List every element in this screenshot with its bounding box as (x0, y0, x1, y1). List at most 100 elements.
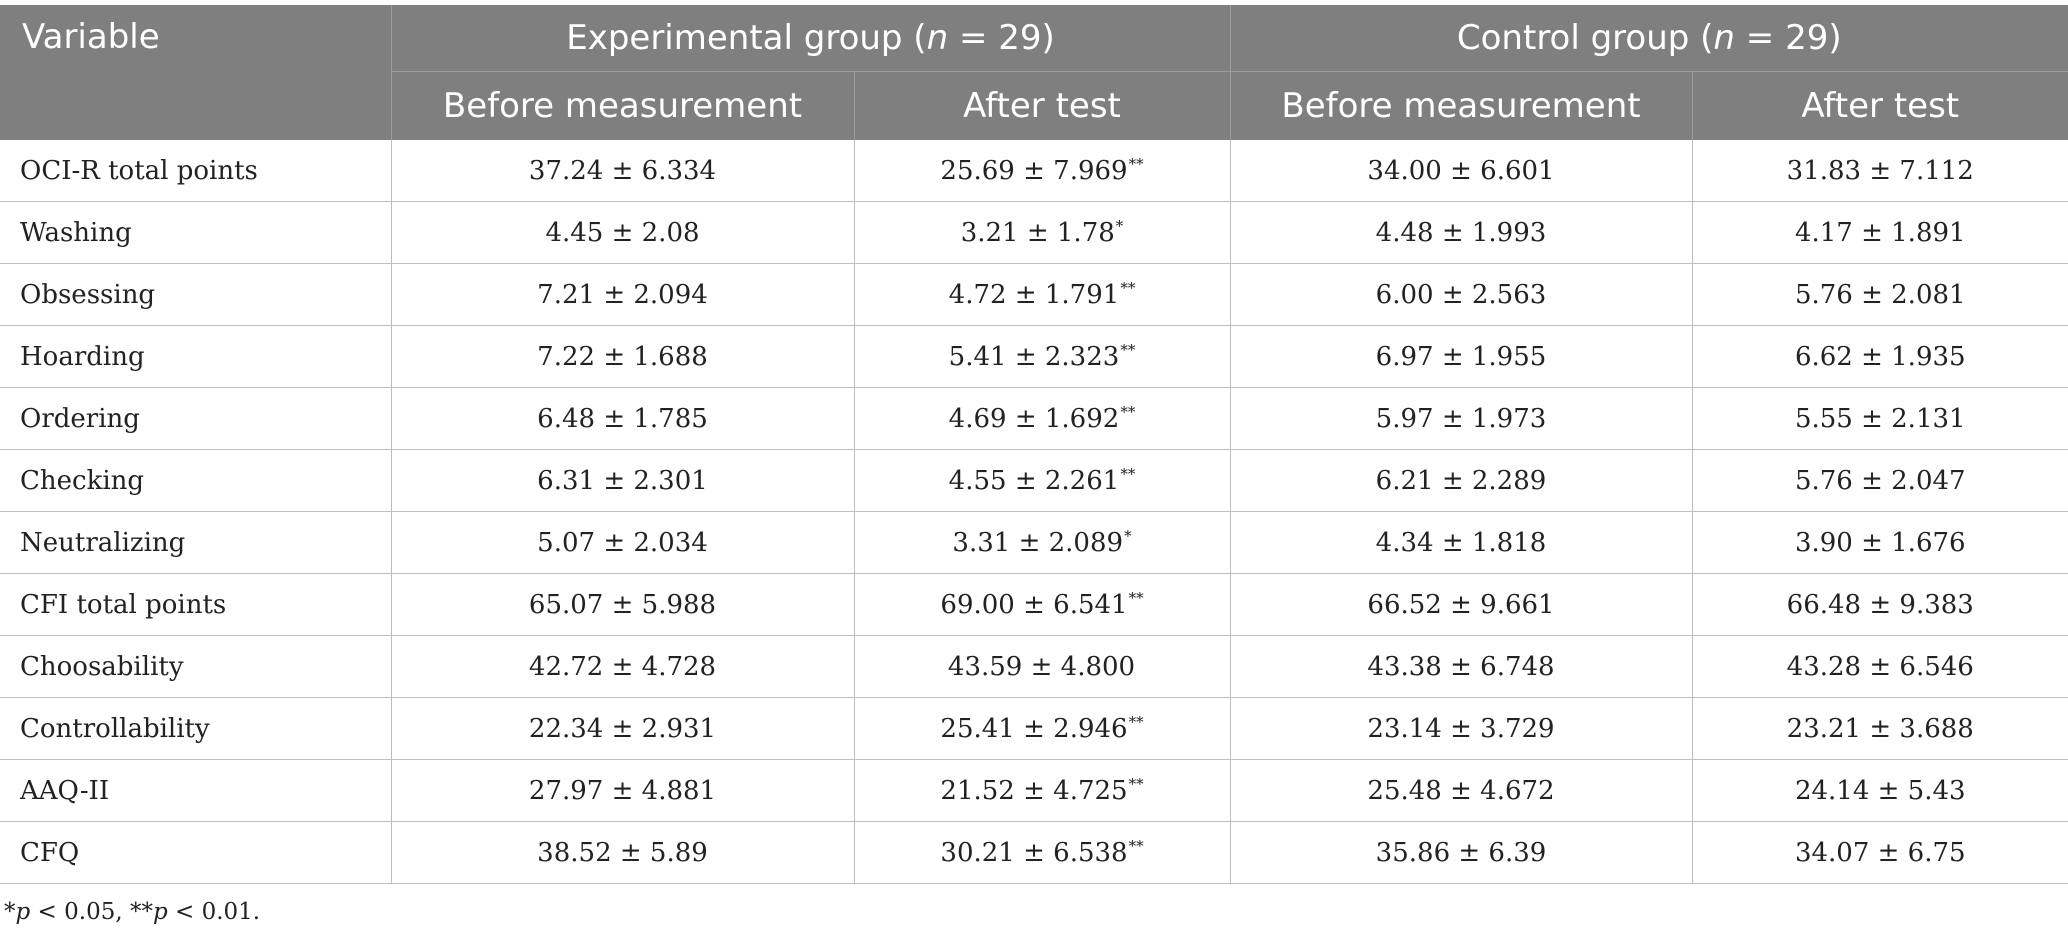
ctrl-after-cell: 4.17 ± 1.891 (1692, 201, 2068, 264)
ctrl-after-cell: 34.07 ± 6.75 (1692, 821, 2068, 884)
variable-cell: Checking (0, 449, 392, 512)
exp-after-value: 30.21 ± 6.538 (940, 837, 1128, 868)
table-row: Choosability 42.72 ± 4.728 43.59 ± 4.800 43… (0, 635, 2068, 698)
exp-before-cell: 7.21 ± 2.094 (391, 263, 855, 326)
ctrl-after-cell: 43.28 ± 6.546 (1692, 635, 2068, 698)
variable-cell: Neutralizing (0, 511, 392, 574)
experimental-group-header: Experimental group (n = 29) (391, 5, 1231, 72)
ctrl-before-cell: 6.00 ± 2.563 (1230, 263, 1693, 326)
exp-after-cell: 4.72 ± 1.791** (854, 263, 1231, 326)
exp-after-cell: 3.31 ± 2.089* (854, 511, 1231, 574)
exp-after-value: 25.41 ± 2.946 (940, 713, 1128, 744)
ctrl-before-cell: 6.97 ± 1.955 (1230, 325, 1693, 388)
ctrl-before-cell: 35.86 ± 6.39 (1230, 821, 1693, 884)
exp-before-cell: 6.48 ± 1.785 (391, 387, 855, 450)
exp-before-cell: 42.72 ± 4.728 (391, 635, 855, 698)
ctrl-after-cell: 3.90 ± 1.676 (1692, 511, 2068, 574)
variable-cell: Ordering (0, 387, 392, 450)
exp-after-value: 43.59 ± 4.800 (947, 651, 1136, 682)
variable-cell: CFQ (0, 821, 392, 884)
variable-cell: Washing (0, 201, 392, 264)
footnote-p1: p (15, 899, 31, 925)
exp-before-cell: 5.07 ± 2.034 (391, 511, 855, 574)
control-header-n: n (1713, 18, 1735, 58)
exp-before-cell: 38.52 ± 5.89 (391, 821, 855, 884)
exp-after-value: 25.69 ± 7.969 (940, 155, 1128, 186)
variable-cell: Hoarding (0, 325, 392, 388)
footnote-text2: < 0.01. (167, 899, 261, 925)
variable-cell: Controllability (0, 697, 392, 760)
ctrl-before-header: Before measurement (1230, 71, 1693, 140)
variable-cell: CFI total points (0, 573, 392, 636)
exp-after-cell: 43.59 ± 4.800 (854, 635, 1231, 698)
significance-marker: ** (1120, 340, 1136, 359)
exp-after-cell: 25.69 ± 7.969** (854, 140, 1231, 202)
ctrl-after-cell: 23.21 ± 3.688 (1692, 697, 2068, 760)
exp-after-value: 4.72 ± 1.791 (948, 279, 1120, 310)
exp-after-value: 4.69 ± 1.692 (948, 403, 1120, 434)
exp-after-cell: 69.00 ± 6.541** (854, 573, 1231, 636)
exp-after-cell: 30.21 ± 6.538** (854, 821, 1231, 884)
table-row: AAQ-II 27.97 ± 4.881 21.52 ± 4.725** 25.48 … (0, 759, 2068, 822)
exp-before-cell: 37.24 ± 6.334 (391, 140, 855, 202)
ctrl-after-cell: 31.83 ± 7.112 (1692, 140, 2068, 202)
ctrl-before-cell: 6.21 ± 2.289 (1230, 449, 1693, 512)
table-row: Washing 4.45 ± 2.08 3.21 ± 1.78* 4.48 ± 1.9… (0, 201, 2068, 264)
significance-footnote: *p < 0.05, **p < 0.01. (4, 899, 260, 925)
table-row: Controllability 22.34 ± 2.931 25.41 ± 2.94… (0, 697, 2068, 760)
table-row: Obsessing 7.21 ± 2.094 4.72 ± 1.791** 6.00 … (0, 263, 2068, 326)
ctrl-before-cell: 5.97 ± 1.973 (1230, 387, 1693, 450)
results-table-container: Variable Experimental group (n = 29) Con… (0, 5, 2068, 884)
significance-marker: ** (1128, 712, 1144, 731)
ctrl-after-cell: 6.62 ± 1.935 (1692, 325, 2068, 388)
control-group-header: Control group (n = 29) (1230, 5, 2068, 72)
header-row-subcolumns: Before measurement After test Before mea… (0, 71, 2068, 140)
exp-before-cell: 65.07 ± 5.988 (391, 573, 855, 636)
control-header-suffix: = 29) (1734, 18, 1842, 58)
significance-marker: ** (1120, 402, 1136, 421)
table-row: CFI total points 65.07 ± 5.988 69.00 ± 6.5… (0, 573, 2068, 636)
exp-after-value: 5.41 ± 2.323 (948, 341, 1120, 372)
ctrl-after-header: After test (1692, 71, 2068, 140)
exp-before-cell: 7.22 ± 1.688 (391, 325, 855, 388)
ctrl-after-cell: 5.55 ± 2.131 (1692, 387, 2068, 450)
exp-before-header: Before measurement (391, 71, 855, 140)
table-row: Neutralizing 5.07 ± 2.034 3.31 ± 2.089* 4.3… (0, 511, 2068, 574)
exp-after-cell: 4.69 ± 1.692** (854, 387, 1231, 450)
variable-cell: AAQ-II (0, 759, 392, 822)
ctrl-after-cell: 5.76 ± 2.081 (1692, 263, 2068, 326)
exp-before-cell: 22.34 ± 2.931 (391, 697, 855, 760)
ctrl-before-cell: 23.14 ± 3.729 (1230, 697, 1693, 760)
ctrl-before-cell: 4.48 ± 1.993 (1230, 201, 1693, 264)
table-header: Variable Experimental group (n = 29) Con… (0, 5, 2068, 140)
ctrl-after-cell: 5.76 ± 2.047 (1692, 449, 2068, 512)
exp-after-value: 21.52 ± 4.725 (940, 775, 1128, 806)
ctrl-before-cell: 43.38 ± 6.748 (1230, 635, 1693, 698)
exp-before-cell: 27.97 ± 4.881 (391, 759, 855, 822)
exp-after-value: 69.00 ± 6.541 (940, 589, 1128, 620)
exp-after-value: 3.31 ± 2.089 (952, 527, 1124, 558)
exp-after-cell: 3.21 ± 1.78* (854, 201, 1231, 264)
table-row: CFQ 38.52 ± 5.89 30.21 ± 6.538** 35.86 ± 6.… (0, 821, 2068, 884)
exp-after-value: 4.55 ± 2.261 (948, 465, 1120, 496)
variable-cell: Choosability (0, 635, 392, 698)
ctrl-after-cell: 24.14 ± 5.43 (1692, 759, 2068, 822)
table-row: Checking 6.31 ± 2.301 4.55 ± 2.261** 6.21 ±… (0, 449, 2068, 512)
experimental-header-prefix: Experimental group ( (566, 18, 927, 58)
ctrl-before-cell: 34.00 ± 6.601 (1230, 140, 1693, 202)
results-table: Variable Experimental group (n = 29) Con… (0, 5, 2068, 884)
control-header-prefix: Control group ( (1456, 18, 1714, 58)
exp-after-cell: 25.41 ± 2.946** (854, 697, 1231, 760)
significance-marker: ** (1128, 154, 1144, 173)
exp-after-cell: 4.55 ± 2.261** (854, 449, 1231, 512)
table-row: Ordering 6.48 ± 1.785 4.69 ± 1.692** 5.97 ±… (0, 387, 2068, 450)
significance-marker: ** (1128, 588, 1144, 607)
exp-after-value: 3.21 ± 1.78 (960, 217, 1115, 248)
footnote-p2: p (152, 899, 168, 925)
experimental-header-n: n (926, 18, 949, 58)
variable-cell: OCI-R total points (0, 140, 392, 202)
exp-after-cell: 21.52 ± 4.725** (854, 759, 1231, 822)
significance-marker: ** (1120, 464, 1136, 483)
ctrl-before-cell: 4.34 ± 1.818 (1230, 511, 1693, 574)
significance-marker: * (1115, 216, 1124, 235)
